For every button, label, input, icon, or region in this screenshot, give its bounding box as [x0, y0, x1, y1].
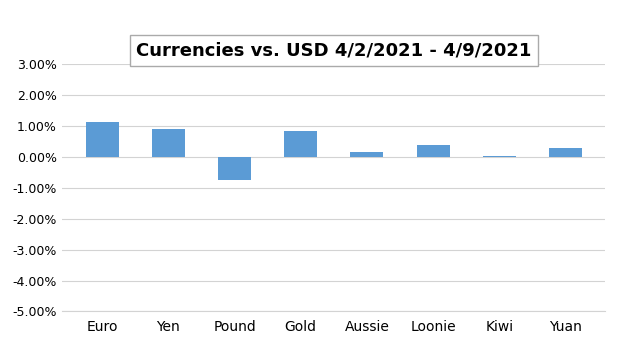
Text: Currencies vs. USD 4/2/2021 - 4/9/2021: Currencies vs. USD 4/2/2021 - 4/9/2021 [136, 42, 532, 59]
Bar [351, 151, 384, 157]
Bar [417, 145, 450, 157]
Bar [218, 157, 251, 180]
Bar [549, 149, 582, 157]
Bar [85, 122, 119, 157]
Bar [284, 131, 317, 157]
Bar [152, 129, 185, 157]
Bar [483, 156, 516, 157]
